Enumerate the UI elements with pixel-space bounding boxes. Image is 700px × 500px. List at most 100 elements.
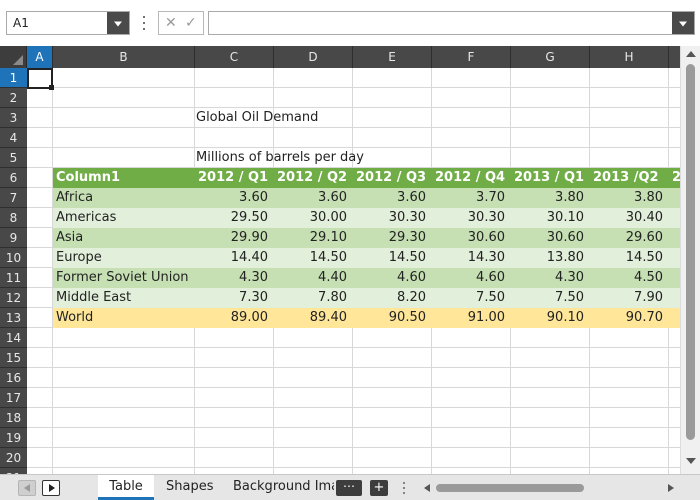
table-header-cell[interactable]: 2012 / Q4	[435, 170, 506, 185]
table-value-cell[interactable]: 4.40	[318, 270, 347, 285]
row-header-16[interactable]: 16	[0, 368, 27, 388]
table-value-cell[interactable]: 14.30	[467, 250, 505, 265]
table-value-cell[interactable]: 3.70	[476, 190, 505, 205]
table-value-cell[interactable]: 4.60	[476, 270, 505, 285]
row-header-17[interactable]: 17	[0, 388, 27, 408]
row-header-10[interactable]: 10	[0, 248, 27, 268]
row-header-18[interactable]: 18	[0, 408, 27, 428]
row-header-14[interactable]: 14	[0, 328, 27, 348]
sheet-subtitle-cell[interactable]: Millions of barrels per day	[196, 150, 364, 165]
row-header-13[interactable]: 13	[0, 308, 27, 328]
column-header-b[interactable]: B	[53, 46, 195, 68]
table-value-cell[interactable]: 30.00	[309, 210, 347, 225]
table-value-cell[interactable]: 14.50	[625, 250, 663, 265]
table-value-cell[interactable]: 8.20	[397, 290, 426, 305]
table-header-cell[interactable]: 2012 / Q2	[277, 170, 348, 185]
table-value-cell[interactable]: 14.40	[230, 250, 268, 265]
table-value-cell[interactable]: 7.80	[318, 290, 347, 305]
table-value-cell[interactable]: 3.60	[239, 190, 268, 205]
active-cell[interactable]	[27, 68, 53, 89]
table-value-cell[interactable]: 30.10	[546, 210, 584, 225]
table-header-cell[interactable]: 2013 /Q2	[593, 170, 659, 185]
row-header-12[interactable]: 12	[0, 288, 27, 308]
scroll-up-icon[interactable]	[686, 51, 696, 57]
table-value-cell[interactable]: 4.60	[397, 270, 426, 285]
table-value-cell[interactable]: 30.60	[467, 230, 505, 245]
table-header-cell[interactable]: 20	[672, 170, 680, 185]
previous-sheet-button[interactable]	[18, 480, 36, 496]
table-header-cell[interactable]: Column1	[56, 170, 121, 185]
tab-splitter-handle[interactable]	[402, 482, 406, 494]
table-value-cell[interactable]: 3.80	[555, 190, 584, 205]
row-header-6[interactable]: 6	[0, 168, 27, 188]
table-value-cell[interactable]: 3.80	[634, 190, 663, 205]
row-header-21[interactable]: 21	[0, 468, 27, 474]
scroll-right-icon[interactable]	[668, 484, 674, 492]
table-total-label[interactable]: World	[56, 310, 94, 325]
table-header-cell[interactable]: 2012 / Q3	[356, 170, 427, 185]
table-header-cell[interactable]: 2012 / Q1	[198, 170, 269, 185]
row-header-5[interactable]: 5	[0, 148, 27, 168]
name-box[interactable]: A1	[6, 11, 130, 35]
column-header-f[interactable]: F	[432, 46, 511, 68]
row-header-8[interactable]: 8	[0, 208, 27, 228]
table-row-label[interactable]: Middle East	[56, 290, 132, 305]
formula-input[interactable]	[208, 11, 695, 35]
table-value-cell[interactable]: 3.60	[397, 190, 426, 205]
table-value-cell[interactable]: 14.50	[388, 250, 426, 265]
horizontal-scroll-thumb[interactable]	[436, 484, 584, 492]
formula-options-icon[interactable]	[139, 12, 149, 34]
column-header-i[interactable]: I	[669, 46, 680, 68]
table-value-cell[interactable]: 30.40	[625, 210, 663, 225]
table-value-cell[interactable]: 30.30	[467, 210, 505, 225]
scroll-down-icon[interactable]	[686, 458, 696, 464]
row-header-3[interactable]: 3	[0, 108, 27, 128]
row-header-11[interactable]: 11	[0, 268, 27, 288]
row-header-4[interactable]: 4	[0, 128, 27, 148]
row-header-1[interactable]: 1	[0, 68, 27, 88]
table-value-cell[interactable]: 30.60	[546, 230, 584, 245]
table-row-label[interactable]: Former Soviet Union	[56, 270, 189, 285]
table-value-cell[interactable]: 4.50	[634, 270, 663, 285]
add-sheet-button[interactable]: +	[370, 480, 388, 496]
table-value-cell[interactable]: 13.80	[546, 250, 584, 265]
table-header-cell[interactable]: 2013 / Q1	[514, 170, 585, 185]
table-value-cell[interactable]: 3.60	[318, 190, 347, 205]
sheet-tab-shapes[interactable]: Shapes	[166, 479, 214, 494]
sheet-tab-background-image[interactable]: Background Imag	[233, 479, 334, 494]
table-row-label[interactable]: Africa	[56, 190, 94, 205]
next-sheet-button[interactable]	[42, 480, 60, 496]
more-sheets-button[interactable]: ⋯	[336, 480, 362, 496]
table-value-cell[interactable]: 29.60	[625, 230, 663, 245]
table-value-cell[interactable]: 30.30	[388, 210, 426, 225]
table-value-cell[interactable]: 7.50	[476, 290, 505, 305]
select-all-corner[interactable]	[0, 46, 27, 68]
table-total-value[interactable]: 90.10	[546, 310, 584, 325]
sheet-title-cell[interactable]: Global Oil Demand	[196, 110, 319, 125]
table-value-cell[interactable]: 29.10	[309, 230, 347, 245]
row-header-20[interactable]: 20	[0, 448, 27, 468]
table-row-label[interactable]: Europe	[56, 250, 102, 265]
row-header-15[interactable]: 15	[0, 348, 27, 368]
column-header-h[interactable]: H	[590, 46, 669, 68]
scroll-left-icon[interactable]	[424, 484, 430, 492]
table-total-value[interactable]: 89.00	[230, 310, 268, 325]
column-header-a[interactable]: A	[27, 46, 53, 68]
cell-area[interactable]: Global Oil Demand Millions of barrels pe…	[27, 68, 680, 474]
name-box-dropdown-button[interactable]	[107, 12, 129, 34]
table-value-cell[interactable]: 7.90	[634, 290, 663, 305]
table-value-cell[interactable]: 29.90	[230, 230, 268, 245]
horizontal-scrollbar[interactable]	[418, 480, 680, 496]
row-header-2[interactable]: 2	[0, 88, 27, 108]
column-header-e[interactable]: E	[353, 46, 432, 68]
vertical-scroll-thumb[interactable]	[686, 64, 695, 440]
table-value-cell[interactable]: 4.30	[555, 270, 584, 285]
table-value-cell[interactable]: 29.50	[230, 210, 268, 225]
table-row-label[interactable]: Americas	[56, 210, 117, 225]
column-header-c[interactable]: C	[195, 46, 274, 68]
table-value-cell[interactable]: 7.50	[555, 290, 584, 305]
row-header-7[interactable]: 7	[0, 188, 27, 208]
table-value-cell[interactable]: 4.30	[239, 270, 268, 285]
table-row-label[interactable]: Asia	[56, 230, 84, 245]
fill-handle[interactable]	[49, 85, 54, 90]
